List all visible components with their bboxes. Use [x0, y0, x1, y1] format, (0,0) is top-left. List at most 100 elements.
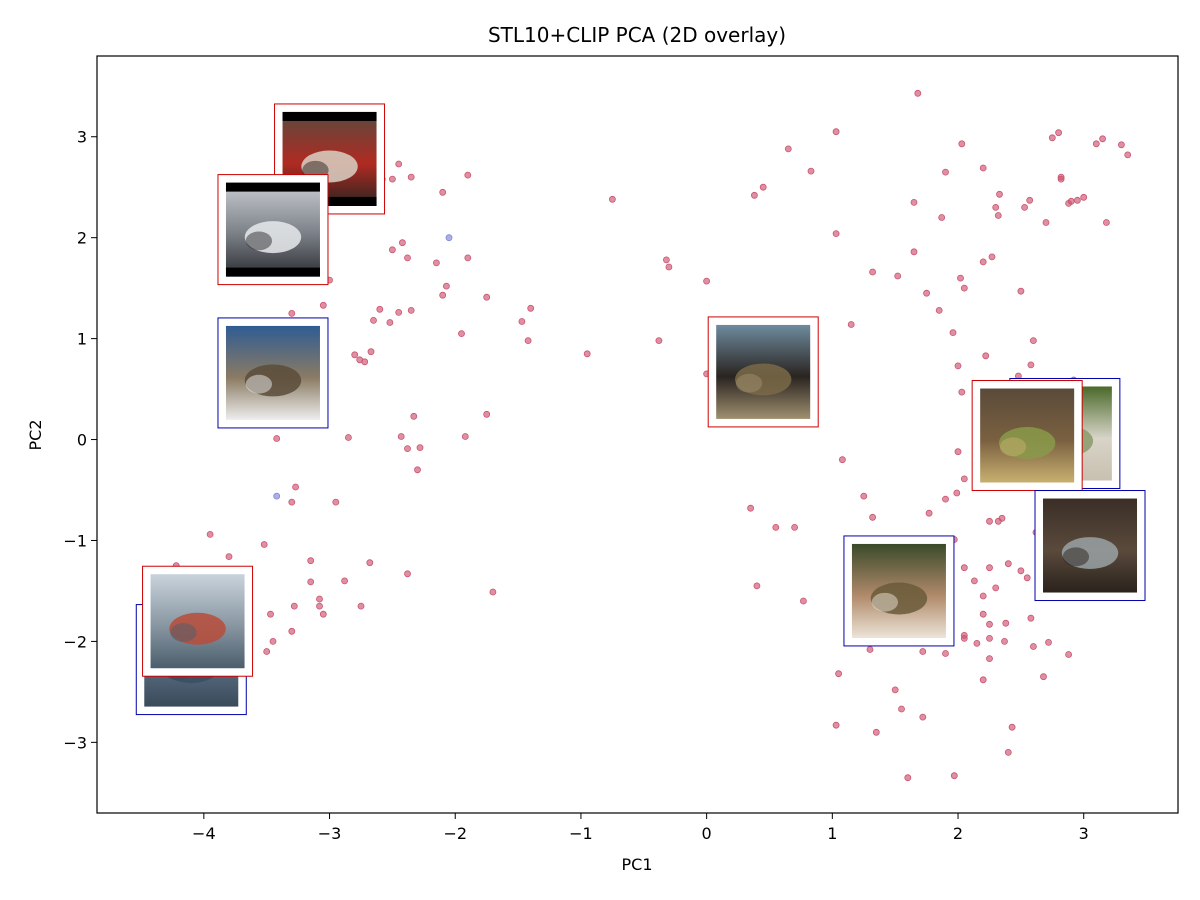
data-point-red	[986, 655, 993, 662]
thumbnail-bear	[1034, 490, 1146, 602]
thumbnail-airplane-at-harbor	[142, 565, 254, 677]
letterbox-bar	[225, 267, 320, 277]
data-point-red	[407, 306, 415, 314]
data-point-red	[986, 620, 993, 628]
data-point-red	[835, 670, 842, 678]
data-point-red	[655, 337, 663, 345]
data-point-red	[397, 433, 405, 440]
x-tick-label: −3	[318, 824, 342, 843]
data-point-red	[316, 595, 323, 603]
data-point-red	[1074, 196, 1081, 204]
y-tick-label: −2	[63, 632, 87, 651]
x-axis: −4 −3 −2 −1 0 1 2 3	[192, 813, 1089, 843]
data-point-red	[1027, 361, 1035, 369]
data-point-red	[388, 246, 396, 254]
data-point-red	[225, 553, 233, 560]
thumbnail-shadow	[245, 231, 273, 251]
data-point-red	[919, 648, 927, 655]
data-point-red	[957, 274, 964, 282]
data-point-red	[979, 610, 987, 618]
data-point-red	[960, 284, 968, 292]
data-point-red	[832, 230, 840, 238]
thumbnails-layer	[135, 103, 1146, 716]
data-point-red	[950, 772, 958, 780]
x-axis-label: PC1	[622, 855, 653, 874]
data-point-red	[1042, 219, 1050, 226]
y-tick-label: 2	[77, 229, 87, 248]
data-point-red	[439, 291, 447, 299]
data-point-red	[1124, 151, 1132, 159]
data-point-red	[979, 164, 987, 172]
data-point-red	[960, 564, 968, 572]
data-point-red	[386, 319, 394, 326]
data-point-red	[1092, 140, 1100, 148]
data-point-red	[1103, 219, 1110, 226]
data-point-red	[1048, 134, 1056, 142]
data-point-red	[914, 89, 922, 97]
data-point-red	[866, 646, 874, 653]
data-point-red	[319, 610, 327, 618]
data-point-red	[839, 456, 846, 464]
y-axis: −3 −2 −1 0 1 2 3	[63, 128, 97, 752]
thumbnail-shadow	[245, 374, 273, 394]
x-tick-label: 3	[1079, 824, 1089, 843]
data-point-red	[1045, 639, 1052, 646]
data-point-red	[367, 348, 375, 356]
data-point-red	[398, 239, 406, 247]
data-point-red	[288, 498, 296, 506]
data-point-red	[979, 592, 987, 600]
data-point-red	[489, 588, 497, 596]
data-point-red	[949, 329, 957, 337]
data-point-red	[332, 498, 340, 506]
data-point-red	[784, 145, 792, 153]
data-point-red	[910, 248, 918, 256]
data-point-red	[518, 318, 526, 325]
data-point-red	[404, 254, 411, 262]
thumbnail-elk	[843, 535, 955, 647]
data-point-red	[894, 272, 902, 280]
thumbnail-shadow	[871, 592, 899, 612]
data-point-red	[395, 308, 403, 316]
points-layer	[172, 89, 1132, 782]
chart-title: STL10+CLIP PCA (2D overlay)	[488, 23, 786, 47]
thumbnail-shadow	[999, 437, 1027, 457]
data-point-red	[414, 466, 421, 474]
data-point-red	[1055, 129, 1062, 137]
data-point-red	[919, 713, 927, 721]
data-point-red	[527, 304, 535, 312]
data-point-red	[791, 524, 798, 531]
thumbnail-deer-in-meadow	[971, 380, 1083, 492]
data-point-red	[910, 198, 918, 206]
data-point-red	[316, 602, 323, 610]
y-tick-label: −3	[63, 733, 87, 752]
data-point-red	[982, 352, 990, 360]
data-point-red	[206, 531, 214, 538]
data-point-red	[665, 263, 673, 271]
thumbnail-shadow	[170, 623, 197, 642]
data-point-red	[1023, 574, 1031, 582]
data-point-red	[832, 128, 840, 136]
thumbnail-horse-plowing	[707, 316, 819, 428]
data-point-red	[954, 362, 962, 370]
data-point-red	[263, 648, 271, 655]
data-point-red	[860, 492, 868, 500]
data-point-red	[290, 602, 298, 610]
data-point-red	[1004, 560, 1012, 568]
data-point-red	[1067, 197, 1075, 205]
data-point-red	[992, 203, 1000, 211]
data-point-red	[357, 602, 365, 610]
data-point-red	[869, 513, 876, 521]
data-point-red	[869, 268, 876, 276]
data-point-red	[898, 705, 905, 713]
data-point-red	[1027, 614, 1035, 622]
y-tick-label: 1	[77, 330, 87, 349]
data-point-red	[1030, 643, 1037, 650]
data-point-red	[772, 524, 780, 531]
data-point-red	[942, 650, 949, 657]
thumbnail-truck-in-desert	[217, 317, 329, 429]
data-point-red	[267, 610, 274, 618]
data-point-red	[958, 140, 966, 148]
data-point-red	[442, 282, 450, 290]
data-point-red	[307, 557, 315, 565]
